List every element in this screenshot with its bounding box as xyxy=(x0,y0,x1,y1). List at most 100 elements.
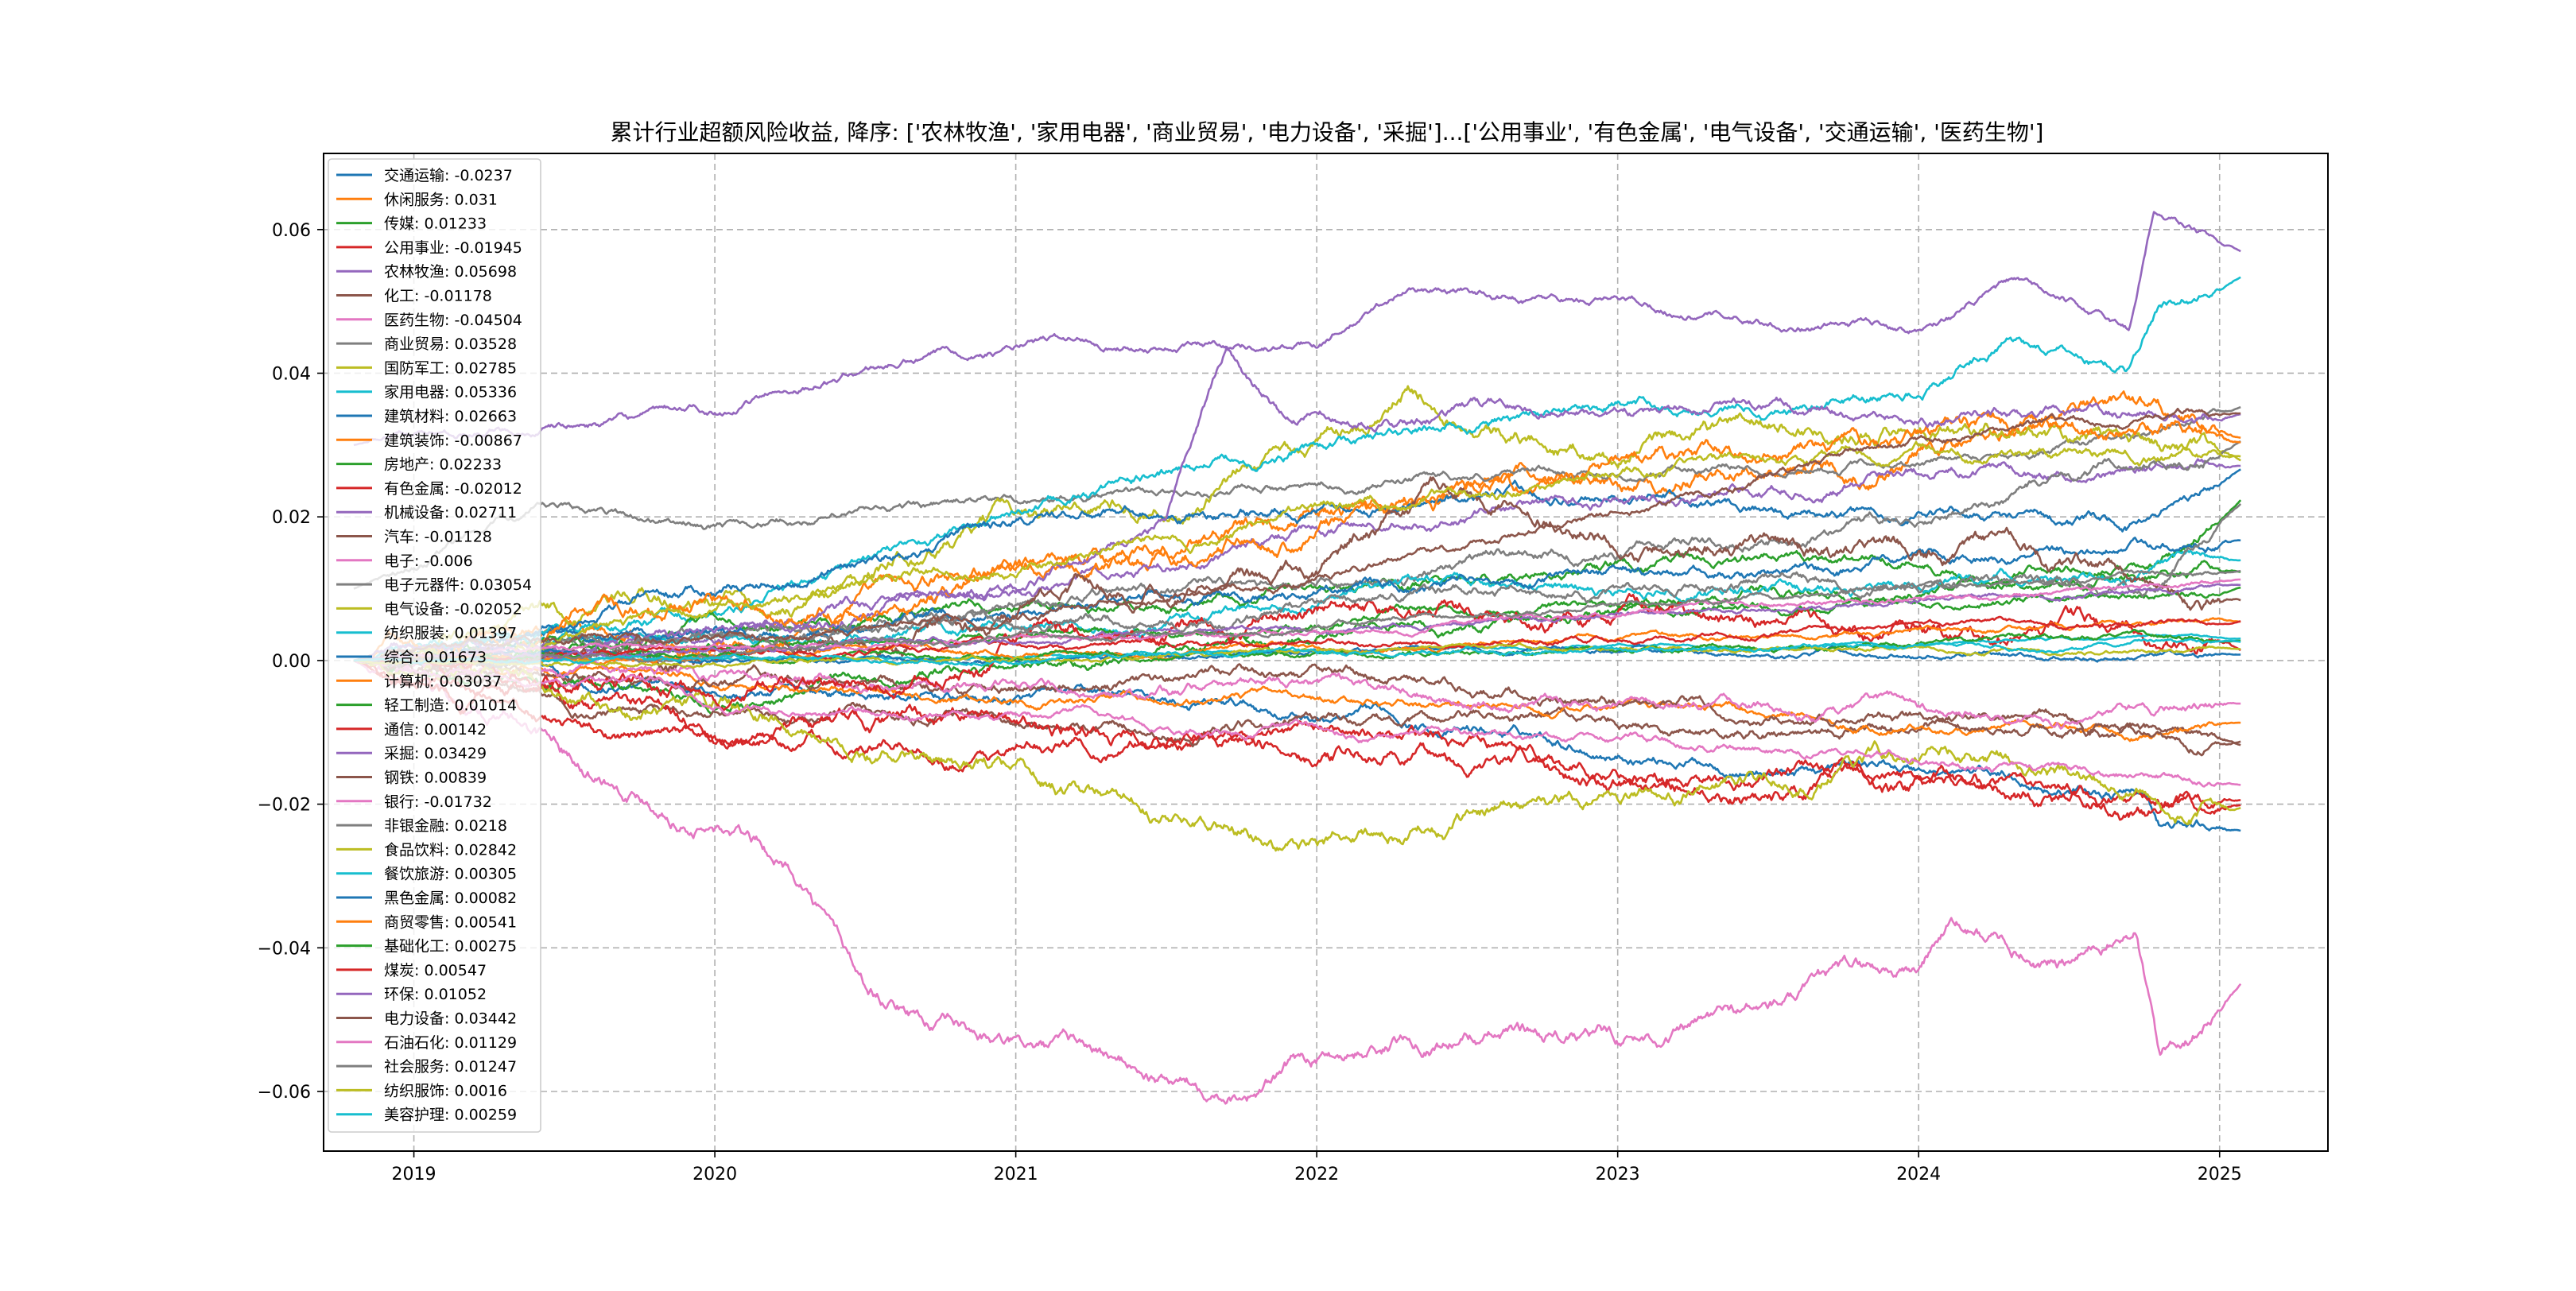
legend-separator: : xyxy=(414,552,424,570)
legend-series-name: 通信 xyxy=(384,721,414,739)
legend-series-final: -0.01732 xyxy=(424,793,491,811)
legend-label: 建筑装饰: -0.00867 xyxy=(384,432,522,449)
legend-series-final: -0.02012 xyxy=(454,480,522,498)
legend-series-final: 0.02233 xyxy=(439,456,502,474)
legend-series-name: 钢铁 xyxy=(384,770,414,787)
legend-series-final: 0.05336 xyxy=(454,384,517,401)
series-line-26 xyxy=(353,659,2241,788)
legend-series-name: 有色金属 xyxy=(384,480,444,498)
legend-label: 非银金融: 0.0218 xyxy=(384,817,507,835)
legend-separator: : xyxy=(444,625,454,642)
legend-label: 美容护理: 0.00259 xyxy=(384,1107,517,1124)
y-tick-label: 0.00 xyxy=(272,652,311,672)
legend-series-final: 0.01129 xyxy=(454,1034,517,1052)
legend-label: 交通运输: -0.0237 xyxy=(384,167,513,184)
legend-label: 通信: 0.00142 xyxy=(384,721,487,739)
legend-series-name: 电气设备 xyxy=(384,600,444,618)
x-tick-label: 2022 xyxy=(1294,1165,1339,1184)
legend-series-name: 农林牧渔 xyxy=(384,263,444,281)
legend-series-final: 0.0016 xyxy=(454,1082,506,1099)
legend-separator: : xyxy=(414,793,424,811)
legend-series-name: 建筑装饰 xyxy=(384,432,444,449)
legend-separator: : xyxy=(414,721,424,739)
legend-series-name: 纺织服饰 xyxy=(384,1082,444,1099)
legend-series-final: -0.01945 xyxy=(454,239,522,257)
series-lines xyxy=(353,211,2242,1105)
legend-separator: : xyxy=(444,359,454,377)
x-tick-label: 2024 xyxy=(1896,1165,1941,1184)
x-tick-label: 2021 xyxy=(994,1165,1038,1184)
legend-separator: : xyxy=(444,817,454,835)
legend-series-final: 0.03442 xyxy=(454,1010,517,1028)
series-line-24 xyxy=(353,345,2241,662)
legend-separator: : xyxy=(414,529,424,546)
legend-label: 轻工制造: 0.01014 xyxy=(384,697,517,715)
legend-separator: : xyxy=(444,1082,454,1099)
legend-label: 建筑材料: 0.02663 xyxy=(384,408,517,425)
legend-label: 综合: 0.01673 xyxy=(384,649,487,666)
legend-label: 农林牧渔: 0.05698 xyxy=(384,263,517,281)
series-line-31 xyxy=(353,617,2241,666)
legend-series-name: 电子元器件 xyxy=(384,576,460,594)
legend-series-name: 社会服务 xyxy=(384,1058,444,1076)
series-line-16 xyxy=(353,658,2241,730)
legend-series-final: 0.01673 xyxy=(424,649,487,666)
legend-series-final: 0.01014 xyxy=(454,697,517,715)
legend-series-name: 国防军工 xyxy=(384,359,444,377)
legend-series-final: 0.02663 xyxy=(454,408,517,425)
legend-series-final: 0.00275 xyxy=(454,938,517,956)
y-tick-label: 0.02 xyxy=(272,508,311,528)
legend-label: 国防军工: 0.02785 xyxy=(384,359,517,377)
legend-separator: : xyxy=(444,697,454,715)
legend-label: 纺织服饰: 0.0016 xyxy=(384,1082,507,1099)
legend-separator: : xyxy=(444,1058,454,1076)
legend-separator: : xyxy=(444,866,454,883)
legend-series-name: 机械设备 xyxy=(384,504,444,521)
legend-separator: : xyxy=(429,673,439,690)
series-line-37 xyxy=(353,569,2241,667)
legend-separator: : xyxy=(414,649,424,666)
legend-series-name: 化工 xyxy=(384,288,414,305)
legend: 交通运输: -0.0237 休闲服务: 0.031 传媒: 0.01233 公用事业:… xyxy=(328,158,541,1133)
series-line-7 xyxy=(353,405,2241,590)
legend-series-name: 休闲服务 xyxy=(384,191,444,208)
legend-series-name: 传媒 xyxy=(384,215,414,233)
legend-series-final: 0.01052 xyxy=(424,986,487,1003)
legend-label: 休闲服务: 0.031 xyxy=(384,191,498,208)
legend-separator: : xyxy=(414,986,424,1003)
legend-series-name: 轻工制造 xyxy=(384,697,444,715)
legend-label: 传媒: 0.01233 xyxy=(384,215,487,233)
legend-series-name: 环保 xyxy=(384,986,414,1003)
y-tick-label: −0.04 xyxy=(258,939,311,959)
legend-series-final: -0.02052 xyxy=(454,600,522,618)
series-line-3 xyxy=(353,659,2241,810)
legend-series-final: 0.00547 xyxy=(424,962,487,979)
x-tick-label: 2019 xyxy=(392,1165,436,1184)
series-line-33 xyxy=(353,615,2241,669)
legend-separator: : xyxy=(414,770,424,787)
legend-separator: : xyxy=(444,938,454,956)
legend-series-final: 0.03037 xyxy=(439,673,502,690)
legend-series-name: 煤炭 xyxy=(384,962,414,979)
legend-label: 钢铁: 0.00839 xyxy=(384,770,487,787)
legend-separator: : xyxy=(444,312,454,329)
legend-label: 基础化工: 0.00275 xyxy=(384,938,517,956)
legend-series-final: 0.01233 xyxy=(424,215,487,233)
legend-series-final: 0.00082 xyxy=(454,890,517,907)
series-line-15 xyxy=(353,649,2241,757)
legend-series-final: 0.05698 xyxy=(454,263,517,281)
legend-label: 公用事业: -0.01945 xyxy=(384,239,522,257)
legend-series-name: 电力设备 xyxy=(384,1010,444,1028)
chart-title: 累计行业超额风险收益, 降序: ['农林牧渔', '家用电器', '商业贸易',… xyxy=(611,119,2044,145)
series-line-20 xyxy=(353,537,2241,666)
legend-label: 化工: -0.01178 xyxy=(384,288,492,305)
legend-series-name: 美容护理 xyxy=(384,1107,444,1124)
legend-label: 商业贸易: 0.03528 xyxy=(384,335,517,353)
legend-series-name: 家用电器 xyxy=(384,384,444,401)
legend-series-name: 房地产 xyxy=(384,456,429,474)
y-tick-label: −0.02 xyxy=(258,796,311,816)
legend-separator: : xyxy=(414,962,424,979)
series-line-23 xyxy=(353,592,2241,711)
legend-label: 银行: -0.01732 xyxy=(384,793,492,811)
legend-separator: : xyxy=(429,456,439,474)
